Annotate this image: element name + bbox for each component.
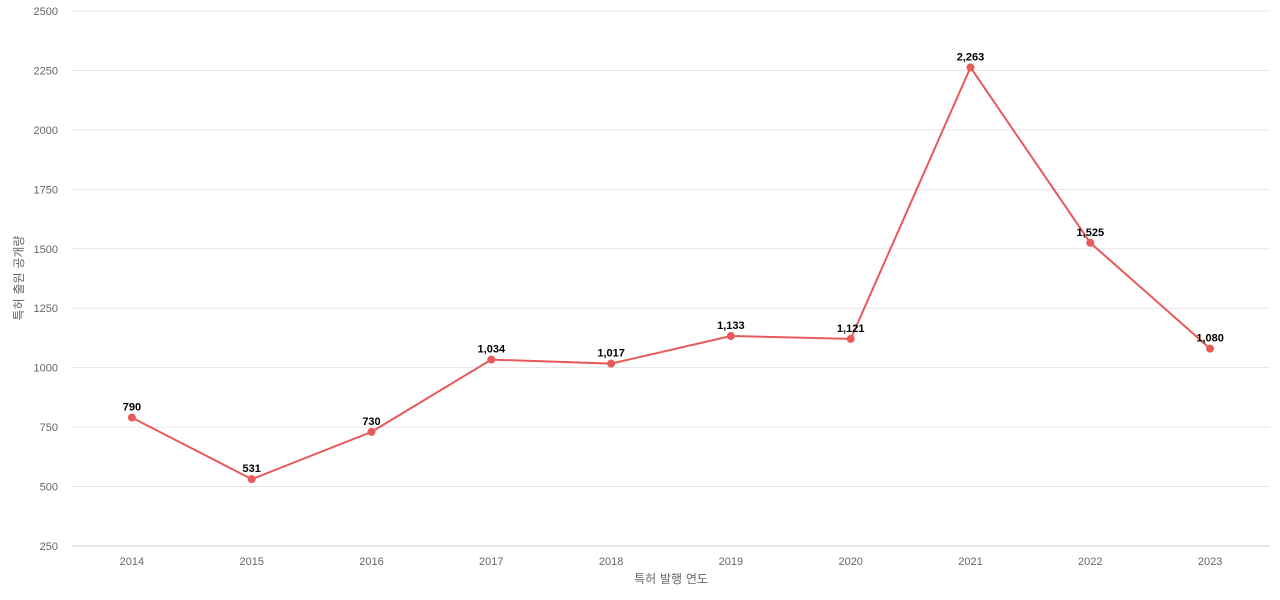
x-axis-ticks: 2014 2015 2016 2017 2018 2019 2020 2021 2022 2023 <box>120 556 1223 568</box>
data-label: 1,133 <box>717 320 745 332</box>
data-label: 2,263 <box>957 51 985 63</box>
x-tick-label: 2023 <box>1198 556 1222 568</box>
data-label: 1,017 <box>597 348 625 360</box>
y-tick-label: 500 <box>40 482 58 494</box>
grid-lines <box>72 10 1270 488</box>
data-point <box>487 355 496 364</box>
data-point <box>1086 238 1095 247</box>
y-axis-title: 특허 출원 공개량 <box>12 236 26 321</box>
data-labels: 790 531 730 1,034 1,017 1,133 1,121 2,263 1,525 1… <box>123 51 1224 475</box>
data-label: 1,034 <box>478 344 506 356</box>
y-tick-label: 2500 <box>34 6 58 18</box>
x-tick-label: 2021 <box>958 556 982 568</box>
data-points <box>127 63 1215 484</box>
data-point <box>367 427 376 436</box>
data-point <box>966 63 975 72</box>
data-point <box>607 359 616 368</box>
data-label: 1,121 <box>837 323 865 335</box>
x-tick-label: 2016 <box>359 556 383 568</box>
y-tick-label: 750 <box>40 422 58 434</box>
data-label: 1,525 <box>1077 227 1105 239</box>
y-tick-label: 1000 <box>34 363 58 375</box>
y-tick-label: 2000 <box>34 125 58 137</box>
data-label: 531 <box>243 463 261 475</box>
data-label: 1,080 <box>1196 333 1224 345</box>
x-tick-label: 2014 <box>120 556 144 568</box>
y-tick-label: 1750 <box>34 184 58 196</box>
data-label: 730 <box>362 416 380 428</box>
data-point <box>127 413 136 422</box>
y-tick-label: 250 <box>40 541 58 553</box>
data-point <box>1206 344 1215 353</box>
x-tick-label: 2020 <box>838 556 862 568</box>
x-tick-label: 2017 <box>479 556 503 568</box>
x-tick-label: 2019 <box>719 556 743 568</box>
y-tick-label: 1250 <box>34 303 58 315</box>
y-tick-label: 1500 <box>34 244 58 256</box>
data-point <box>846 334 855 343</box>
series-line <box>131 65 1211 481</box>
data-point <box>726 332 735 341</box>
y-tick-label: 2250 <box>34 65 58 77</box>
x-tick-label: 2018 <box>599 556 623 568</box>
data-point <box>247 475 256 484</box>
data-label: 790 <box>123 402 141 414</box>
x-tick-label: 2015 <box>239 556 263 568</box>
x-tick-label: 2022 <box>1078 556 1102 568</box>
y-axis-ticks: 250 500 750 1000 1250 1500 1750 2000 2250 2500 <box>34 6 58 553</box>
x-axis-title: 특허 발행 연도 <box>634 571 708 586</box>
